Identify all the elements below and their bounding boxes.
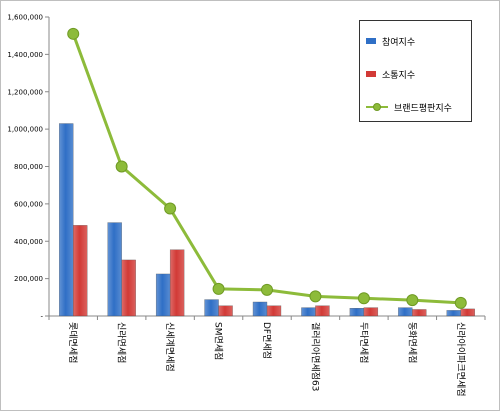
brand-reputation-point: [115, 160, 128, 173]
bar-communication: [412, 309, 427, 317]
category-label: SM면세점: [213, 322, 225, 360]
category-label: 동화면세점: [406, 322, 418, 363]
legend-label-brand-reputation: 브랜드평판지수: [394, 103, 452, 114]
brand-reputation-point: [454, 296, 467, 309]
legend-swatch-blue: [366, 38, 376, 44]
category-label: 신라면세점: [116, 322, 128, 363]
legend-swatch-red: [366, 71, 376, 77]
y-tick-label: 1,600,000: [7, 14, 43, 22]
legend-item-participation: 참여지수: [366, 35, 416, 48]
y-tick-label: 1,400,000: [7, 51, 43, 59]
line-series: [67, 27, 467, 309]
y-tick-label: 600,000: [14, 200, 43, 208]
y-tick-label: 400,000: [14, 238, 43, 246]
y-tick-label: 1,200,000: [7, 88, 43, 96]
bar-participation: [107, 222, 122, 317]
bar-participation: [301, 307, 316, 317]
brand-reputation-point: [212, 282, 225, 295]
bar-participation: [252, 301, 268, 317]
bar-participation: [155, 273, 171, 317]
brand-reputation-point: [164, 202, 177, 215]
brand-reputation-point: [67, 27, 80, 40]
labels: - 200,000 400,000 600,000 800,000 1,000,000 1,…: [7, 14, 466, 397]
bar-communication: [460, 308, 475, 317]
category-label: 롯데면세점: [67, 322, 79, 363]
legend-item-brand-reputation: 브랜드평판지수: [366, 101, 452, 114]
y-tick-label: 800,000: [14, 163, 43, 171]
category-label: DF면세점: [261, 322, 273, 359]
brand-reputation-point: [357, 292, 370, 305]
category-label: 갤러리아면세점63: [309, 322, 321, 391]
brand-reputation-point: [309, 290, 322, 303]
category-label: 두타면세점: [358, 322, 370, 363]
bar-communication: [363, 307, 379, 317]
legend-label-communication: 소통지수: [382, 70, 416, 81]
bar-participation: [398, 307, 413, 317]
bar-participation: [204, 299, 219, 317]
legend-line-marker: [366, 102, 388, 112]
y-tick-label: 1,000,000: [7, 126, 43, 134]
legend: 참여지수 소통지수 브랜드평판지수: [359, 20, 472, 122]
y-tick-label: -: [40, 313, 43, 321]
category-label: 신라아이파크면세점: [455, 322, 467, 397]
bar-communication: [315, 305, 330, 317]
category-label: 신세계면세점: [164, 322, 176, 372]
bar-communication: [73, 225, 88, 317]
y-tick-label: 200,000: [14, 275, 43, 283]
brand-reputation-point: [406, 294, 419, 307]
bars: [59, 123, 475, 317]
legend-item-communication: 소통지수: [366, 68, 416, 81]
bar-communication: [121, 259, 136, 317]
legend-label-participation: 참여지수: [382, 37, 416, 48]
bar-participation: [349, 308, 365, 317]
bar-communication: [218, 305, 233, 317]
bar-participation: [446, 310, 461, 317]
bar-communication: [169, 249, 185, 317]
brand-reputation-point: [261, 283, 273, 296]
bar-communication: [266, 305, 282, 317]
bar-participation: [59, 123, 74, 317]
